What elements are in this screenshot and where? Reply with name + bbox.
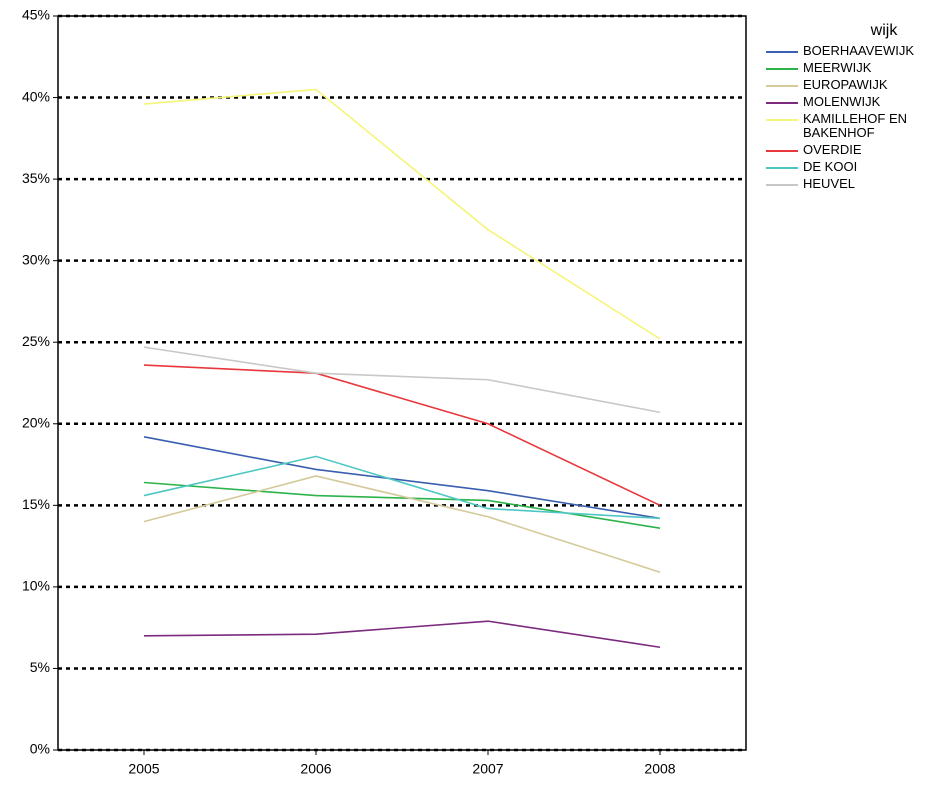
legend-item: EUROPAWIJK [766,78,942,92]
legend-swatch [766,68,798,70]
legend-item: MEERWIJK [766,61,942,75]
x-tick-label: 2006 [300,761,331,777]
y-tick-label: 45% [22,7,50,23]
series-line [143,346,661,414]
y-tick-label: 30% [22,251,50,267]
series-line [143,364,661,507]
series-line [143,481,661,529]
series-line [143,436,661,520]
plot-frame [57,15,747,751]
y-tick-label: 20% [22,414,50,430]
x-tick-label: 2007 [472,761,503,777]
legend-swatch [766,119,798,121]
y-tick-label: 5% [30,659,50,675]
legend-swatch [766,150,798,152]
legend-label: OVERDIE [803,142,862,157]
legend-label: MOLENWIJK [803,94,881,109]
legend-swatch [766,51,798,53]
legend-title: wijk [870,22,898,39]
legend-item: BOERHAAVEWIJK [766,44,942,58]
legend-item: DE KOOI [766,160,942,174]
legend-label: DE KOOI [803,159,858,174]
legend-label: KAMILLEHOF EN BAKENHOF [803,111,908,140]
series-line [143,475,661,573]
legend-label: EUROPAWIJK [803,77,888,92]
legend-label: MEERWIJK [803,60,872,75]
legend-swatch [766,167,798,169]
y-tick-label: 0% [30,741,50,757]
legend-item: KAMILLEHOF EN BAKENHOF [766,112,942,140]
legend-swatch [766,184,798,186]
series-line [143,620,661,649]
series-line [143,88,661,340]
legend-swatch [766,102,798,104]
y-tick-label: 10% [22,578,50,594]
y-tick-label: 25% [22,333,50,349]
series-line [143,455,661,520]
legend-swatch [766,85,798,87]
x-tick-label: 2008 [644,761,675,777]
legend: wijk BOERHAAVEWIJK MEERWIJK EUROPAWIJK MOLE… [766,22,942,194]
legend-label: BOERHAAVEWIJK [803,43,915,58]
legend-item: OVERDIE [766,143,942,157]
y-tick-label: 15% [22,496,50,512]
legend-item: MOLENWIJK [766,95,942,109]
legend-item: HEUVEL [766,177,942,191]
y-tick-label: 35% [22,170,50,186]
legend-label: HEUVEL [803,176,856,191]
y-tick-label: 40% [22,88,50,104]
x-tick-label: 2005 [128,761,159,777]
